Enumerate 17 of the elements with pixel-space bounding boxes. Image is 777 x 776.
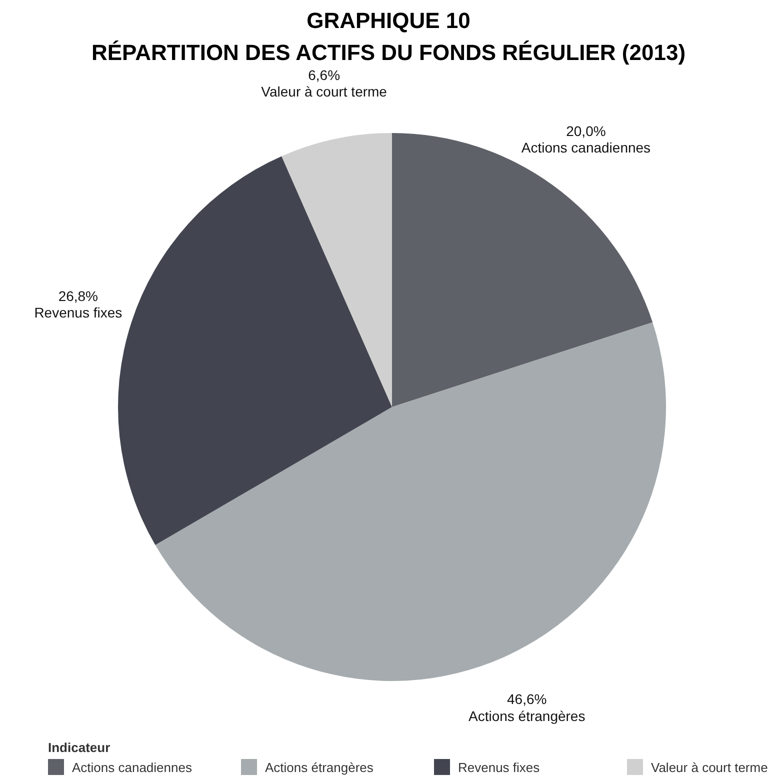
legend-label: Actions étrangères [265, 760, 374, 775]
pie-slice [155, 322, 666, 681]
chart-subtitle: RÉPARTITION DES ACTIFS DU FONDS RÉGULIER (2013) [91, 40, 686, 65]
legend-label: Revenus fixes [458, 760, 540, 775]
slice-label: Valeur à court terme [261, 84, 388, 100]
legend-label: Actions canadiennes [72, 760, 192, 775]
slice-label: Actions étrangères [468, 708, 586, 724]
legend-label: Valeur à court terme [651, 760, 768, 775]
legend-title: Indicateur [48, 740, 110, 755]
data-label: 26,8% [58, 288, 98, 304]
data-label: 20,0% [566, 122, 606, 139]
data-label: 6,6% [308, 66, 340, 83]
slice-label: Revenus fixes [34, 304, 122, 321]
data-label: 46,6% [507, 690, 547, 707]
pie-slice [282, 133, 392, 407]
slice-label: Actions canadiennes [521, 140, 651, 156]
chart-title: GRAPHIQUE 10 [306, 8, 470, 33]
